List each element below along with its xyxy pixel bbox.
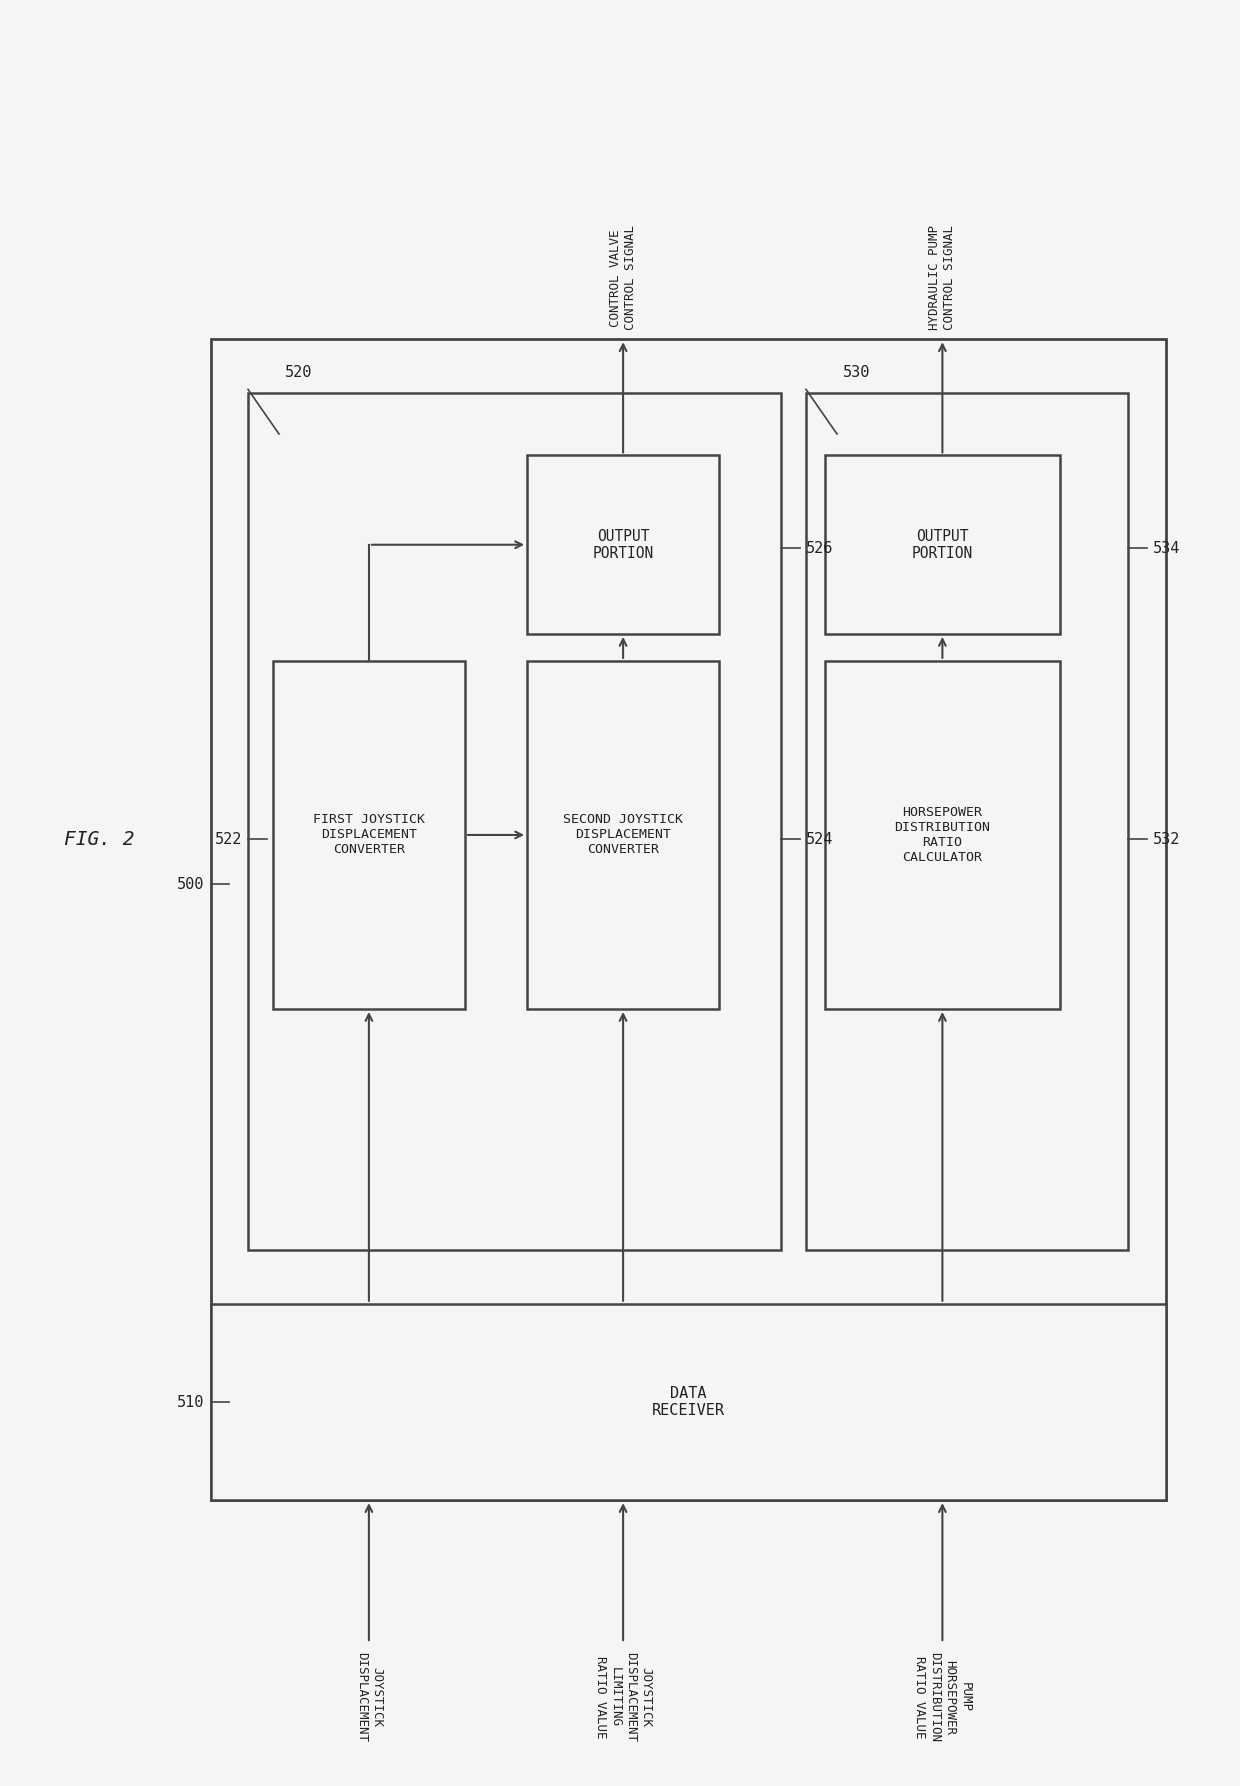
Text: OUTPUT
PORTION: OUTPUT PORTION [911,529,973,561]
Bar [248,393,781,1250]
Text: 524: 524 [806,832,833,847]
Text: 500: 500 [177,877,205,891]
Text: 520: 520 [285,366,312,380]
Text: CONTROL VALVE
CONTROL SIGNAL: CONTROL VALVE CONTROL SIGNAL [609,225,637,330]
Text: DATA
RECEIVER: DATA RECEIVER [652,1386,724,1418]
Bar [211,1304,1166,1500]
Text: JOYSTICK
DISPLACEMENT
LIMITING
RATIO VALUE: JOYSTICK DISPLACEMENT LIMITING RATIO VAL… [594,1652,652,1741]
Text: FIG. 2: FIG. 2 [64,830,134,848]
Bar [527,455,719,634]
Text: SECOND JOYSTICK
DISPLACEMENT
CONVERTER: SECOND JOYSTICK DISPLACEMENT CONVERTER [563,813,683,857]
Bar [825,455,1060,634]
Text: PUMP
HORSEPOWER
DISTRIBUTION
RATIO VALUE: PUMP HORSEPOWER DISTRIBUTION RATIO VALUE [914,1652,971,1741]
Bar [825,661,1060,1009]
Text: 534: 534 [1153,541,1180,555]
Text: JOYSTICK
DISPLACEMENT: JOYSTICK DISPLACEMENT [355,1652,383,1741]
Bar [806,393,1128,1250]
Text: 522: 522 [215,832,242,847]
Bar [211,339,1166,1500]
Text: 532: 532 [1153,832,1180,847]
Text: 526: 526 [806,541,833,555]
Bar [273,661,465,1009]
Text: OUTPUT
PORTION: OUTPUT PORTION [593,529,653,561]
Text: HORSEPOWER
DISTRIBUTION
RATIO
CALCULATOR: HORSEPOWER DISTRIBUTION RATIO CALCULATOR [894,805,991,864]
Text: FIRST JOYSTICK
DISPLACEMENT
CONVERTER: FIRST JOYSTICK DISPLACEMENT CONVERTER [312,813,425,857]
Text: HYDRAULIC PUMP
CONTROL SIGNAL: HYDRAULIC PUMP CONTROL SIGNAL [929,225,956,330]
Text: 530: 530 [843,366,870,380]
Bar [527,661,719,1009]
Text: 510: 510 [177,1395,205,1409]
